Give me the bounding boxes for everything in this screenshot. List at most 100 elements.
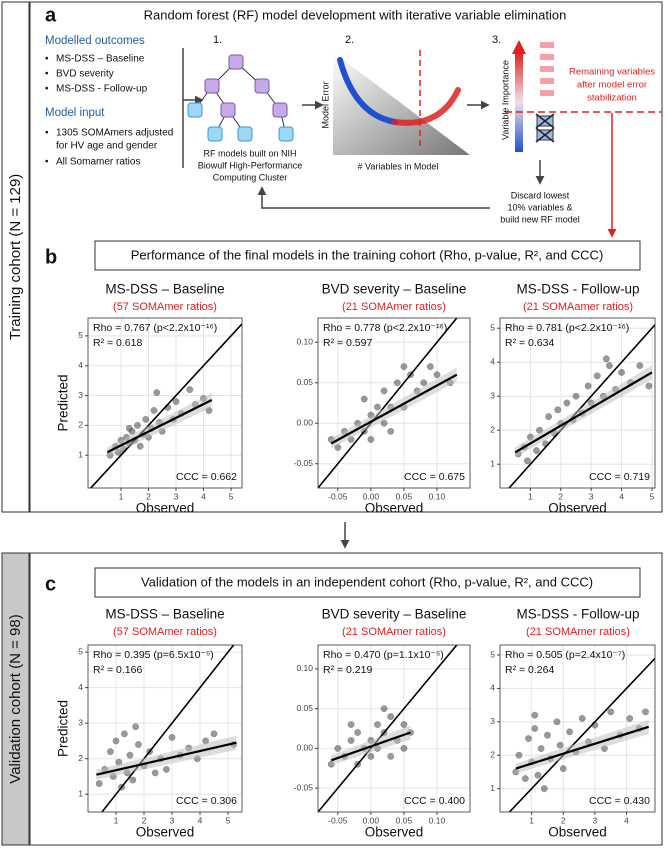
point	[380, 705, 388, 713]
stat-label: R² = 0.264	[505, 664, 554, 676]
identity-line	[89, 322, 242, 488]
plot-area	[318, 318, 470, 488]
y-tick-label: 1	[490, 783, 495, 793]
plot-layer	[508, 657, 655, 812]
step-number: 2.	[345, 34, 354, 46]
loop-arrow	[257, 186, 490, 209]
bullet: •	[45, 157, 49, 168]
x-tick-label: 3	[174, 491, 179, 501]
stat-label: Rho = 0.505 (p=2.4x10⁻⁷)	[505, 649, 625, 661]
x-tick-label: 1	[114, 815, 119, 825]
bullet: •	[45, 84, 49, 95]
y-tick-label: 5	[78, 330, 83, 340]
point	[642, 708, 649, 716]
point	[126, 751, 134, 759]
axis-label: Model Error	[320, 81, 330, 128]
point	[540, 785, 548, 793]
x-tick-label: 5	[650, 491, 655, 501]
node	[254, 78, 270, 94]
point	[553, 718, 561, 726]
point	[367, 435, 375, 443]
point	[125, 424, 133, 432]
plot-layer	[508, 323, 655, 488]
y-tick-label: 0.00	[296, 417, 313, 427]
point	[132, 723, 140, 731]
identity-line	[318, 318, 458, 488]
point	[537, 745, 545, 752]
cohort-label: Validation cohort (N = 98)	[7, 614, 24, 783]
tree-nodes	[187, 54, 294, 142]
stat-label: Rho = 0.767 (p<2.2x10⁻¹⁶)	[93, 322, 217, 334]
y-axis-label: Predicted	[56, 700, 71, 757]
list-item: 1305 SOMAmers adjusted	[56, 128, 173, 139]
list-item: MS-DSS – Baseline	[56, 54, 145, 65]
chart-subtitle: (57 SOMAmer ratios)	[113, 626, 217, 638]
chart-title: MS-DSS – Baseline	[105, 607, 224, 622]
importance-bar	[515, 52, 523, 152]
point	[563, 399, 571, 407]
point	[572, 392, 580, 400]
note: 10% variables &	[507, 202, 572, 212]
y-tick-label: 1	[78, 449, 83, 459]
y-tick-label: 1	[490, 458, 495, 468]
panel-heading: Performance of the final models in the t…	[131, 247, 604, 262]
point	[387, 752, 395, 760]
y-tick-label: 4	[490, 356, 495, 366]
stat-label: R² = 0.618	[93, 337, 142, 349]
point	[354, 729, 362, 736]
x-tick-label: 1	[528, 491, 533, 501]
y-tick-label: 0.05	[296, 703, 313, 713]
step-number: 1.	[213, 34, 222, 46]
plot-area	[88, 645, 242, 812]
point	[210, 730, 218, 738]
chart-title: BVD severity – Baseline	[322, 607, 467, 622]
node	[187, 102, 203, 118]
tree	[194, 61, 287, 135]
point	[433, 371, 441, 379]
cohort-tab	[1, 1, 30, 513]
cohort-label: Training cohort (N = 129)	[7, 174, 24, 341]
plot-layer	[318, 645, 458, 812]
x-tick-label: 5	[226, 815, 231, 825]
plot-border	[317, 317, 471, 489]
point	[521, 775, 529, 783]
list-item: MS-DSS - Follow-up	[56, 84, 148, 95]
x-axis-label: Observed	[365, 825, 424, 840]
y-tick-label: 1	[78, 788, 83, 798]
point	[636, 362, 644, 370]
point	[400, 363, 408, 371]
x-axis-label: Observed	[548, 501, 607, 516]
heading-box	[94, 240, 641, 271]
y-tick-label: 2	[490, 424, 495, 434]
list-item: All Somamer ratios	[56, 157, 140, 168]
y-tick-label: 3	[78, 390, 83, 400]
node	[204, 78, 220, 94]
y-tick-label: 5	[78, 646, 83, 656]
x-axis-label: Observed	[548, 825, 607, 840]
x-tick-label: 0.05	[396, 815, 413, 825]
point	[172, 398, 180, 405]
panel-label: c	[45, 573, 56, 595]
note: after model error	[577, 80, 647, 91]
point	[554, 406, 562, 414]
error-curve	[392, 87, 461, 126]
outcome-list: • MS-DSS – Baseline • BVD severity • MS-DSS…	[45, 54, 148, 95]
point	[151, 769, 159, 777]
stat-label: Rho = 0.395 (p=6.5x10⁻⁵)	[93, 649, 214, 661]
y-tick-label: 4	[490, 683, 495, 693]
point	[387, 427, 395, 435]
plot-border	[499, 317, 656, 489]
y-tick-label: 0.10	[296, 337, 313, 347]
point	[162, 765, 170, 773]
point	[543, 731, 551, 739]
fit-line	[96, 741, 237, 776]
variable-icons	[540, 42, 554, 96]
plot-border	[317, 644, 471, 813]
fit-line	[515, 725, 650, 770]
plot-area	[88, 318, 242, 488]
y-tick-label: 0.05	[296, 377, 313, 387]
panel-label: b	[45, 246, 57, 268]
y-tick-label: 4	[78, 360, 83, 370]
point	[533, 447, 540, 455]
chart-title: MS-DSS – Baseline	[105, 282, 224, 297]
